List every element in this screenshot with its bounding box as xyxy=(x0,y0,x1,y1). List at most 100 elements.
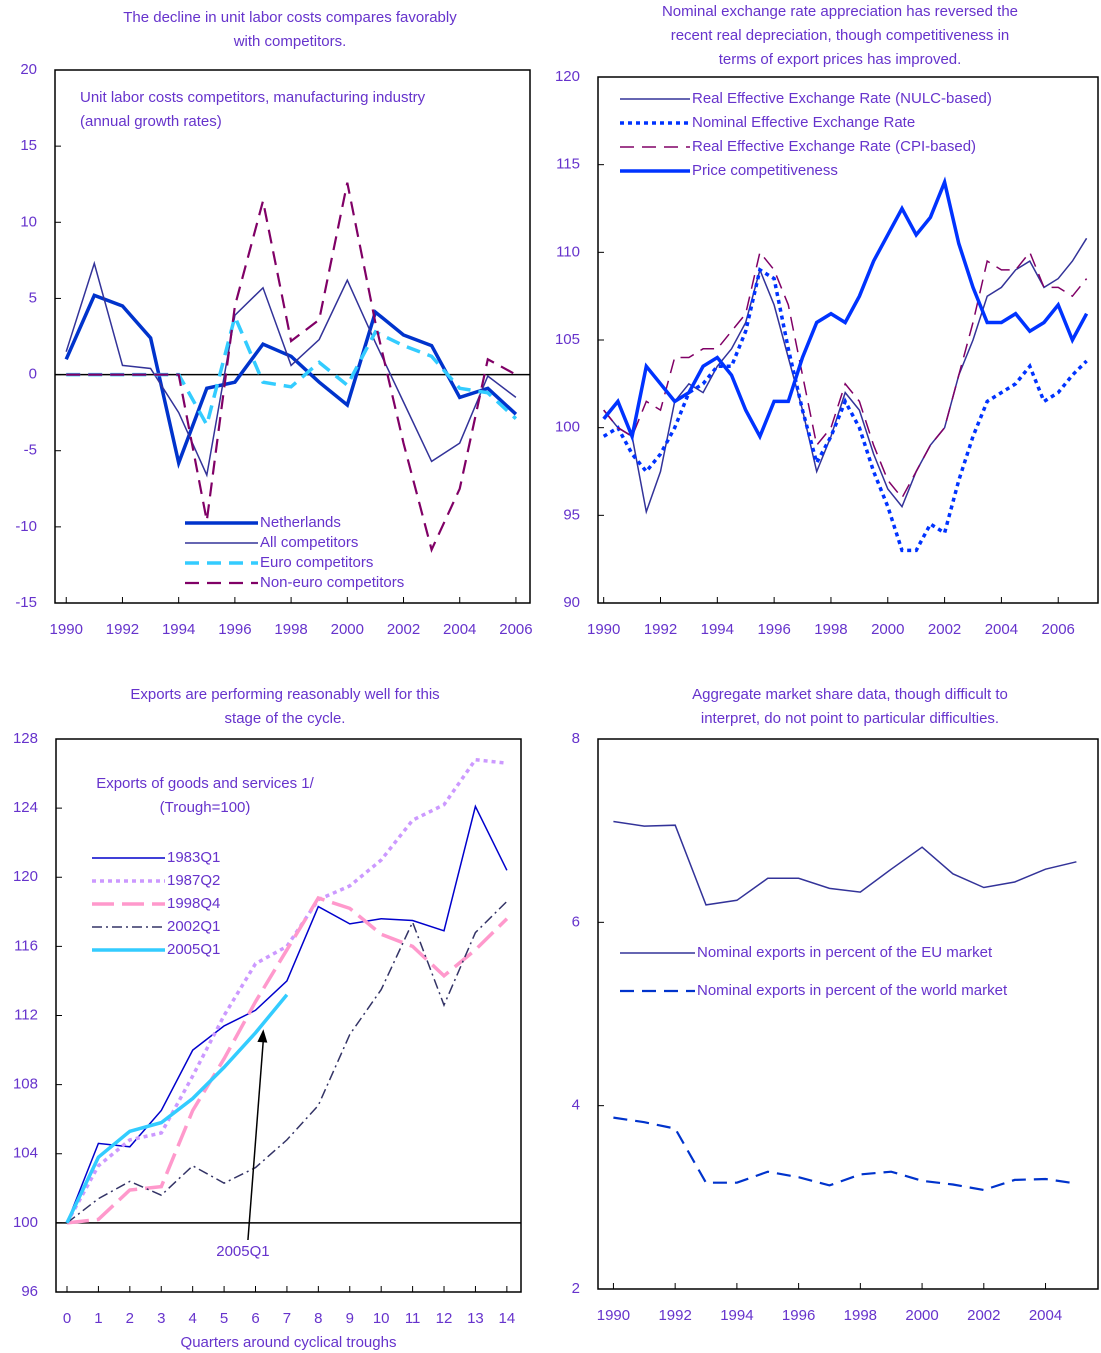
x-tick-label: 10 xyxy=(373,1310,390,1327)
x-tick-label: 1990 xyxy=(597,1307,630,1324)
x-tick-label: 1994 xyxy=(720,1307,753,1324)
chart-title: with competitors. xyxy=(233,33,347,50)
legend-label: Price competitiveness xyxy=(692,162,838,179)
chart-title: Exports are performing reasonably well f… xyxy=(130,686,439,703)
plot-frame xyxy=(597,738,1099,1290)
legend-label: 2002Q1 xyxy=(167,918,220,935)
x-tick-label: 2000 xyxy=(331,621,364,638)
x-tick-label: 1996 xyxy=(218,621,251,638)
y-tick-label: 112 xyxy=(14,1006,38,1023)
y-tick-label: 95 xyxy=(563,506,580,523)
x-tick-label: 7 xyxy=(283,1310,291,1327)
legend-label: All competitors xyxy=(260,534,358,551)
x-tick-label: 1998 xyxy=(844,1307,877,1324)
legend-label: 1983Q1 xyxy=(167,849,220,866)
y-tick-label: 2 xyxy=(572,1280,580,1297)
y-tick-label: -10 xyxy=(15,518,37,535)
series-line xyxy=(602,176,1089,443)
x-tick-label: 0 xyxy=(63,1310,71,1327)
y-tick-label: 115 xyxy=(556,156,580,173)
annotation: Exports of goods and services 1/ xyxy=(96,775,314,792)
chart-title: The decline in unit labor costs compares… xyxy=(123,9,457,26)
chart-title: stage of the cycle. xyxy=(225,710,346,727)
series-line xyxy=(66,311,518,430)
legend-label: Non-euro competitors xyxy=(260,574,404,591)
y-tick-label: 6 xyxy=(572,913,580,930)
y-tick-label: 104 xyxy=(13,1145,38,1162)
plot-frame xyxy=(55,738,522,1293)
y-tick-label: 20 xyxy=(20,61,37,78)
y-tick-label: 120 xyxy=(555,68,580,85)
x-tick-label: 14 xyxy=(499,1310,516,1327)
y-tick-label: 96 xyxy=(21,1283,38,1300)
x-tick-label: 3 xyxy=(157,1310,165,1327)
legend-label: Real Effective Exchange Rate (CPI-based) xyxy=(692,138,976,155)
x-tick-label: 2000 xyxy=(871,621,904,638)
series-line xyxy=(66,895,509,1225)
x-tick-label: 2006 xyxy=(499,621,532,638)
annotation: (annual growth rates) xyxy=(80,113,222,130)
x-tick-label: 2004 xyxy=(1029,1307,1062,1324)
x-tick-label: 1990 xyxy=(50,621,83,638)
series-line xyxy=(602,267,1088,553)
legend-label: Real Effective Exchange Rate (NULC-based… xyxy=(692,90,992,107)
plot-frame xyxy=(54,69,531,604)
chart-title: Nominal exchange rate appreciation has r… xyxy=(662,3,1018,20)
series-line xyxy=(65,993,289,1224)
series-line xyxy=(613,820,1077,906)
x-tick-label: 12 xyxy=(436,1310,453,1327)
series-line xyxy=(64,293,518,469)
y-tick-label: 4 xyxy=(572,1097,580,1114)
chart-title: terms of export prices has improved. xyxy=(719,51,962,68)
plot-frame xyxy=(597,76,1099,604)
arrow xyxy=(247,1039,265,1241)
y-tick-label: 124 xyxy=(13,799,38,816)
x-tick-label: 2002 xyxy=(387,621,420,638)
x-tick-label: 1994 xyxy=(701,621,734,638)
y-tick-label: -5 xyxy=(24,442,37,459)
annotation: Unit labor costs competitors, manufactur… xyxy=(80,89,426,106)
x-tick-label: 11 xyxy=(405,1310,421,1327)
y-tick-label: 128 xyxy=(13,730,38,747)
x-tick-label: 1992 xyxy=(658,1307,691,1324)
y-tick-label: 0 xyxy=(29,366,37,383)
series-line xyxy=(66,804,508,1224)
y-tick-label: 100 xyxy=(13,1214,38,1231)
x-tick-label: 1998 xyxy=(814,621,847,638)
series-line xyxy=(66,182,517,553)
annotation: (Trough=100) xyxy=(160,799,251,816)
y-tick-label: 116 xyxy=(14,937,38,954)
y-tick-label: 110 xyxy=(556,243,580,260)
legend-label: Euro competitors xyxy=(260,554,373,571)
series-line xyxy=(65,757,508,1224)
series-line xyxy=(603,250,1088,500)
chart-title: Aggregate market share data, though diff… xyxy=(692,686,1008,703)
x-tick-label: 5 xyxy=(220,1310,228,1327)
y-tick-label: 15 xyxy=(20,137,37,154)
x-tick-label: 6 xyxy=(251,1310,259,1327)
y-tick-label: -15 xyxy=(15,594,37,611)
y-tick-label: 108 xyxy=(13,1076,38,1093)
legend-label: 2005Q1 xyxy=(167,941,220,958)
x-tick-label: 1994 xyxy=(162,621,195,638)
x-tick-label: 2006 xyxy=(1042,621,1075,638)
x-tick-label: 1992 xyxy=(106,621,139,638)
series-line xyxy=(66,900,508,1224)
y-tick-label: 5 xyxy=(29,289,37,306)
series-line xyxy=(65,260,517,478)
legend-label: Nominal exports in percent of the world … xyxy=(697,982,1008,999)
arrow-head xyxy=(257,1029,268,1043)
x-tick-label: 2000 xyxy=(905,1307,938,1324)
chart-title: interpret, do not point to particular di… xyxy=(701,710,999,727)
x-tick-label: 1998 xyxy=(274,621,307,638)
series-line xyxy=(613,1116,1077,1192)
y-tick-label: 10 xyxy=(20,213,37,230)
x-axis-title: Quarters around cyclical troughs xyxy=(181,1334,397,1351)
x-tick-label: 1996 xyxy=(757,621,790,638)
legend-label: Netherlands xyxy=(260,514,341,531)
x-tick-label: 1990 xyxy=(587,621,620,638)
x-tick-label: 2002 xyxy=(928,621,961,638)
legend-label: Nominal exports in percent of the EU mar… xyxy=(697,944,993,961)
legend-label: Nominal Effective Exchange Rate xyxy=(692,114,915,131)
